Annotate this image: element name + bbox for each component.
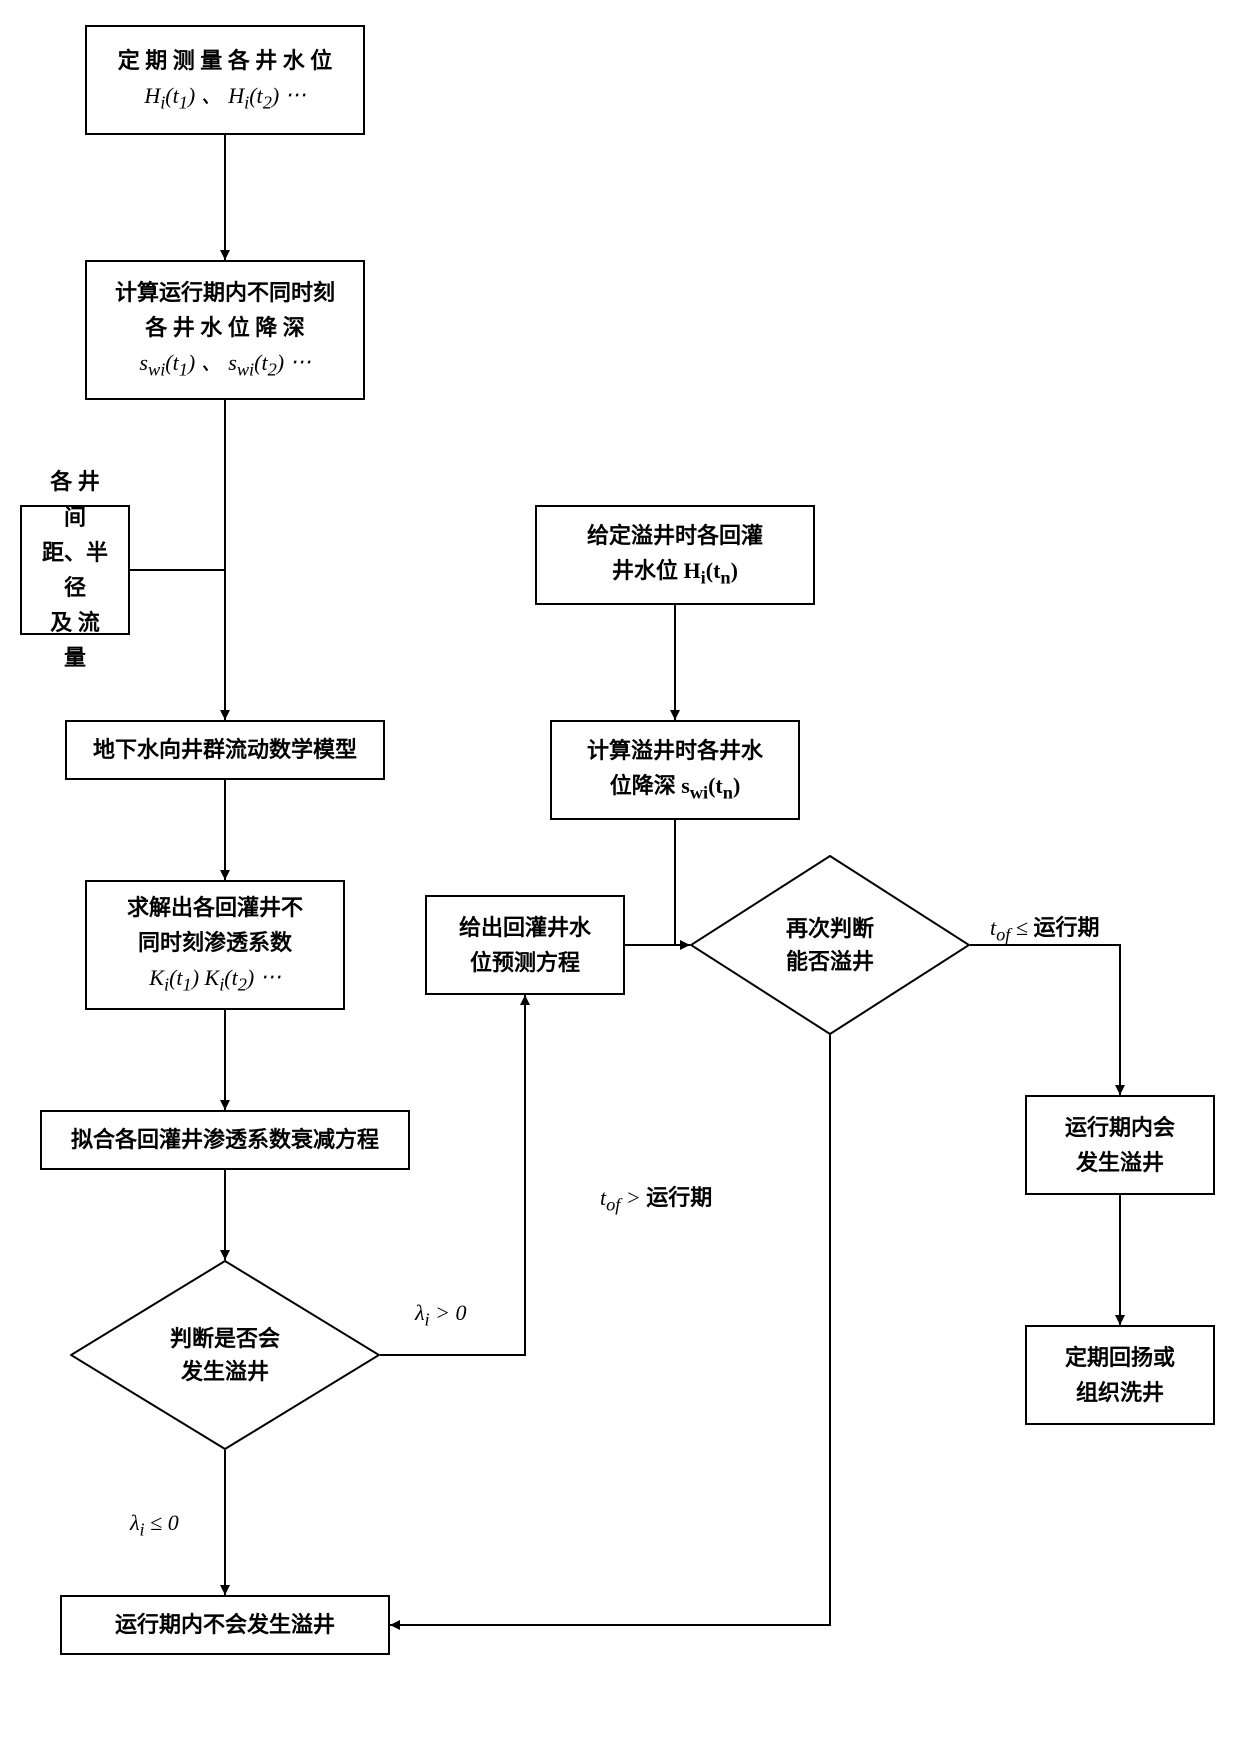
math-line: Ki(t1) Ki(t2) ‧‧‧	[149, 960, 280, 1000]
edge-label-el3: tof > 运行期	[600, 1180, 712, 1215]
node-n7: 运行期内不会发生溢井	[60, 1595, 390, 1655]
diamond-label: 判断是否会发生溢井	[70, 1260, 380, 1450]
node-n1: 定 期 测 量 各 井 水 位Hi(t1) 、 Hi(t2) ‧‧‧	[85, 25, 365, 135]
text-line: 组织洗井	[1076, 1375, 1164, 1410]
node-n3: 各 井 间距、半径及 流 量	[20, 505, 130, 635]
node-n6: 拟合各回灌井渗透系数衰减方程	[40, 1110, 410, 1170]
diamond-d1: 判断是否会发生溢井	[70, 1260, 380, 1450]
text-line: 计算运行期内不同时刻	[115, 275, 335, 310]
text-line: 位预测方程	[470, 945, 580, 980]
node-n8: 给出回灌井水位预测方程	[425, 895, 625, 995]
text-line: 同时刻渗透系数	[138, 925, 292, 960]
diamond-d2: 再次判断能否溢井	[690, 855, 970, 1035]
node-n2: 计算运行期内不同时刻各 井 水 位 降 深swi(t1) 、 swi(t2) ‧…	[85, 260, 365, 400]
edge-label-el1: λi > 0	[415, 1300, 466, 1330]
edge-label-el4: tof ≤ 运行期	[990, 910, 1099, 945]
text-line: 求解出各回灌井不	[127, 890, 303, 925]
node-n9: 给定溢井时各回灌井水位 Hi(tn)	[535, 505, 815, 605]
text-line: 定 期 测 量 各 井 水 位	[118, 43, 333, 78]
flowchart-canvas: 定 期 测 量 各 井 水 位Hi(t1) 、 Hi(t2) ‧‧‧ 计算运行期内…	[0, 0, 1240, 1757]
node-n10: 计算溢井时各井水位降深 swi(tn)	[550, 720, 800, 820]
edge-label-el2: λi ≤ 0	[130, 1510, 179, 1540]
text-line: 能否溢井	[786, 945, 874, 978]
text-line: 给定溢井时各回灌	[587, 518, 763, 553]
text-line-math: 位降深 swi(tn)	[610, 768, 741, 808]
text-line: 各 井 水 位 降 深	[145, 310, 305, 345]
text-line: 运行期内会	[1065, 1110, 1175, 1145]
text-line: 再次判断	[786, 912, 874, 945]
text-line: 发生溢井	[1076, 1145, 1164, 1180]
text-line: 定期回扬或	[1065, 1340, 1175, 1375]
text-line: 发生溢井	[181, 1355, 269, 1388]
text-line: 运行期内不会发生溢井	[115, 1607, 335, 1642]
text-line-math: 井水位 Hi(tn)	[612, 553, 738, 593]
node-n4: 地下水向井群流动数学模型	[65, 720, 385, 780]
text-line: 地下水向井群流动数学模型	[93, 732, 357, 767]
diamond-label: 再次判断能否溢井	[690, 855, 970, 1035]
node-n5: 求解出各回灌井不同时刻渗透系数Ki(t1) Ki(t2) ‧‧‧	[85, 880, 345, 1010]
text-line: 判断是否会	[170, 1322, 280, 1355]
text-line: 计算溢井时各井水	[587, 733, 763, 768]
math-line: Hi(t1) 、 Hi(t2) ‧‧‧	[144, 78, 305, 118]
text-line: 给出回灌井水	[459, 910, 591, 945]
text-line: 各 井 间	[40, 464, 110, 534]
math-line: swi(t1) 、 swi(t2) ‧‧‧	[139, 345, 310, 385]
text-line: 及 流 量	[40, 605, 110, 675]
node-n12: 定期回扬或组织洗井	[1025, 1325, 1215, 1425]
text-line: 距、半径	[40, 535, 110, 605]
node-n11: 运行期内会发生溢井	[1025, 1095, 1215, 1195]
text-line: 拟合各回灌井渗透系数衰减方程	[71, 1122, 379, 1157]
